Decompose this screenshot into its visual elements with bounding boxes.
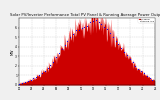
Point (21, 82, 23, 84)
Point (111, 36, 114, 37)
Point (63, 44, 66, 46)
Point (126, 54, 128, 56)
Point (134, 65, 137, 66)
Point (72, 33, 74, 34)
Point (66, 40, 69, 42)
Point (18, 83, 20, 84)
Point (109, 32, 111, 34)
Point (35, 76, 37, 78)
Point (97, 21, 100, 23)
Point (103, 26, 105, 27)
Point (52, 61, 54, 62)
Point (32, 78, 35, 79)
Point (58, 52, 60, 54)
Point (38, 74, 40, 76)
Point (151, 79, 154, 81)
Title: Solar PV/Inverter Performance Total PV Panel & Running Average Power Output: Solar PV/Inverter Performance Total PV P… (10, 13, 160, 17)
Point (77, 29, 80, 30)
Point (80, 27, 83, 29)
Point (60, 49, 63, 50)
Point (69, 36, 72, 38)
Point (114, 40, 117, 41)
Point (137, 68, 140, 70)
Point (26, 80, 29, 82)
Point (29, 79, 32, 81)
Point (117, 43, 120, 45)
Point (148, 77, 151, 78)
Point (100, 23, 103, 25)
Point (145, 75, 148, 76)
Point (140, 70, 142, 72)
Point (89, 21, 91, 23)
Point (49, 64, 52, 66)
Y-axis label: MW: MW (10, 48, 14, 55)
Point (55, 56, 57, 58)
Point (143, 73, 145, 74)
Legend: PV Panel, Running Avg: PV Panel, Running Avg (138, 18, 155, 23)
Point (86, 25, 88, 26)
Point (128, 58, 131, 60)
Point (43, 70, 46, 72)
Point (123, 51, 125, 52)
Point (94, 20, 97, 21)
Point (83, 26, 86, 28)
Point (120, 47, 123, 48)
Point (131, 62, 134, 63)
Point (75, 29, 77, 31)
Point (106, 28, 108, 30)
Point (24, 81, 26, 82)
Point (41, 72, 43, 74)
Point (92, 20, 94, 22)
Point (46, 67, 49, 69)
